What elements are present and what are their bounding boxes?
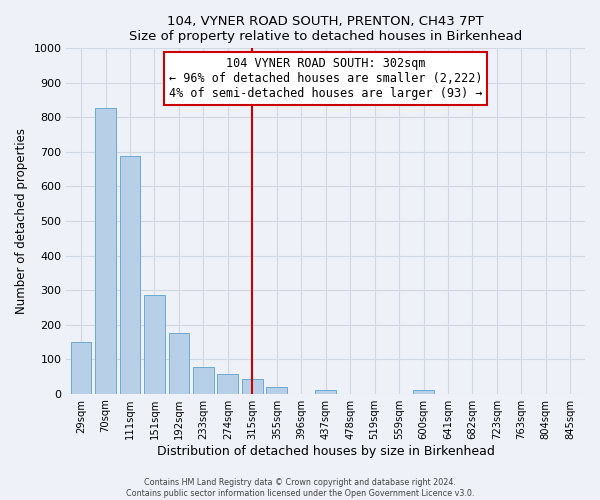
Bar: [193, 367, 214, 394]
X-axis label: Distribution of detached houses by size in Birkenhead: Distribution of detached houses by size …: [157, 444, 494, 458]
Bar: [217, 374, 238, 394]
Bar: [316, 390, 336, 394]
Bar: [71, 342, 91, 394]
Bar: [144, 296, 165, 394]
Bar: [119, 156, 140, 394]
Bar: [266, 388, 287, 394]
Text: Contains HM Land Registry data © Crown copyright and database right 2024.
Contai: Contains HM Land Registry data © Crown c…: [126, 478, 474, 498]
Bar: [95, 108, 116, 394]
Text: 104 VYNER ROAD SOUTH: 302sqm
← 96% of detached houses are smaller (2,222)
4% of : 104 VYNER ROAD SOUTH: 302sqm ← 96% of de…: [169, 57, 482, 100]
Bar: [413, 390, 434, 394]
Bar: [169, 334, 190, 394]
Bar: [242, 379, 263, 394]
Title: 104, VYNER ROAD SOUTH, PRENTON, CH43 7PT
Size of property relative to detached h: 104, VYNER ROAD SOUTH, PRENTON, CH43 7PT…: [129, 15, 523, 43]
Y-axis label: Number of detached properties: Number of detached properties: [15, 128, 28, 314]
